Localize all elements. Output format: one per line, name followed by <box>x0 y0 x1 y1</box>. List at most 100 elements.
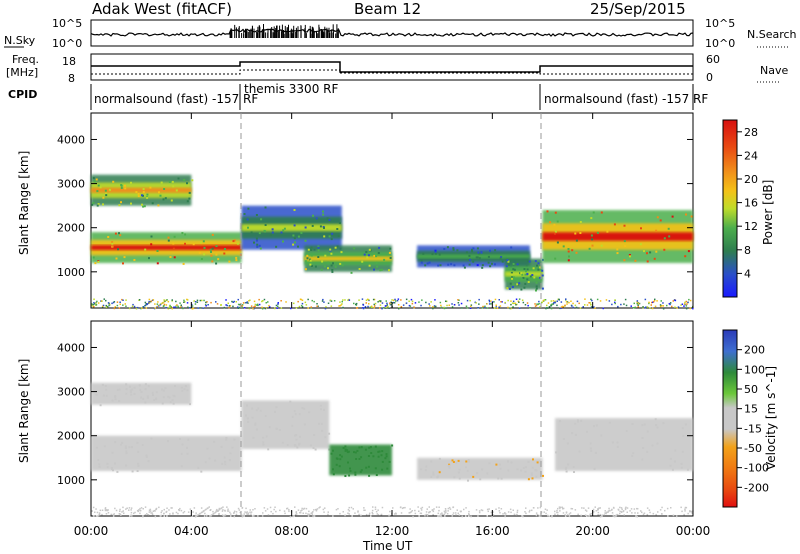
echo-speck <box>400 299 402 301</box>
echo-speck <box>448 464 451 467</box>
echo-speck <box>327 511 329 513</box>
echo-speck <box>663 248 666 251</box>
echo-speck <box>376 513 379 515</box>
echo-speck <box>169 513 171 515</box>
echo-speck <box>280 300 282 302</box>
echo-speck <box>450 263 453 266</box>
echo-speck <box>465 466 467 469</box>
echo-speck <box>400 506 402 508</box>
echo-speck <box>324 436 327 439</box>
echo-speck <box>167 440 169 443</box>
echo-speck <box>252 436 255 439</box>
echo-speck <box>599 507 601 509</box>
echo-speck <box>486 515 488 517</box>
echo-speck <box>327 261 330 264</box>
echo-speck <box>616 445 619 448</box>
echo-speck <box>204 461 207 464</box>
echo-speck <box>323 511 325 513</box>
echo-speck <box>217 258 220 261</box>
echo-speck <box>344 449 347 452</box>
echo-speck <box>684 508 686 510</box>
echo-speck <box>673 460 676 463</box>
echo-speck <box>122 510 124 512</box>
colorbar-tick-label: 200 <box>744 344 765 357</box>
echo-speck <box>692 307 694 310</box>
echo-speck <box>573 471 575 473</box>
echo-speck <box>177 306 180 309</box>
echo-speck <box>365 466 368 469</box>
echo-speck <box>447 507 450 510</box>
echo-speck <box>566 514 569 516</box>
echo-speck <box>534 305 537 307</box>
echo-speck <box>229 511 231 514</box>
echo-speck <box>632 307 635 309</box>
echo-speck <box>475 302 477 304</box>
echo-speck <box>313 434 316 436</box>
echo-speck <box>131 470 134 473</box>
echo-speck <box>373 268 375 271</box>
echo-speck <box>213 512 215 515</box>
echo-speck <box>322 508 325 511</box>
echo-speck <box>275 245 278 248</box>
echo-speck <box>242 302 245 304</box>
echo-speck <box>510 303 512 306</box>
echo-speck <box>585 510 588 512</box>
echo-speck <box>137 464 140 467</box>
echo-speck <box>310 512 313 514</box>
echo-speck <box>299 511 301 514</box>
echo-speck <box>112 469 114 472</box>
echo-speck <box>494 298 497 301</box>
echo-speck <box>169 256 172 258</box>
echo-speck <box>145 307 148 309</box>
echo-speck <box>408 304 411 307</box>
echo-speck <box>142 397 145 400</box>
echo-speck <box>180 304 182 306</box>
echo-speck <box>373 298 376 301</box>
echo-speck <box>617 305 619 308</box>
echo-speck <box>298 443 300 446</box>
echo-speck <box>404 506 406 509</box>
echo-speck <box>510 273 513 276</box>
echo-speck <box>95 446 98 449</box>
echo-speck <box>452 512 455 514</box>
echo-speck <box>200 507 203 509</box>
echo-speck <box>381 307 383 310</box>
echo-speck <box>250 513 252 515</box>
echo-speck <box>375 510 378 513</box>
echo-speck <box>624 507 627 509</box>
echo-speck <box>255 237 258 240</box>
echo-speck <box>347 461 349 464</box>
echo-speck <box>246 513 248 515</box>
echo-speck <box>172 247 175 250</box>
echo-speck <box>587 507 590 509</box>
echo-speck <box>689 510 691 512</box>
echo-speck <box>535 289 537 292</box>
echo-speck <box>140 507 143 509</box>
echo-speck <box>182 262 185 265</box>
echo-speck <box>438 253 441 256</box>
echo-speck <box>550 300 553 302</box>
echo-speck <box>163 303 166 306</box>
echo-speck <box>531 274 534 276</box>
echo-speck <box>566 442 569 445</box>
echo-speck <box>357 510 359 512</box>
echo-speck <box>481 264 484 267</box>
echo-speck <box>193 507 196 509</box>
echo-speck <box>171 299 173 301</box>
echo-speck <box>597 514 599 516</box>
echo-speck <box>385 300 387 302</box>
echo-speck <box>363 307 366 309</box>
echo-speck <box>507 260 510 263</box>
echo-speck <box>562 508 564 510</box>
echo-speck <box>593 467 596 470</box>
echo-speck <box>95 515 98 517</box>
echo-speck <box>294 506 296 508</box>
echo-speck <box>451 514 453 517</box>
echo-speck <box>603 514 605 516</box>
echo-speck <box>438 509 440 512</box>
echo-speck <box>689 307 691 310</box>
echo-speck <box>225 304 227 306</box>
echo-speck <box>537 507 539 509</box>
echo-speck <box>112 513 114 516</box>
echo-speck <box>552 300 555 302</box>
